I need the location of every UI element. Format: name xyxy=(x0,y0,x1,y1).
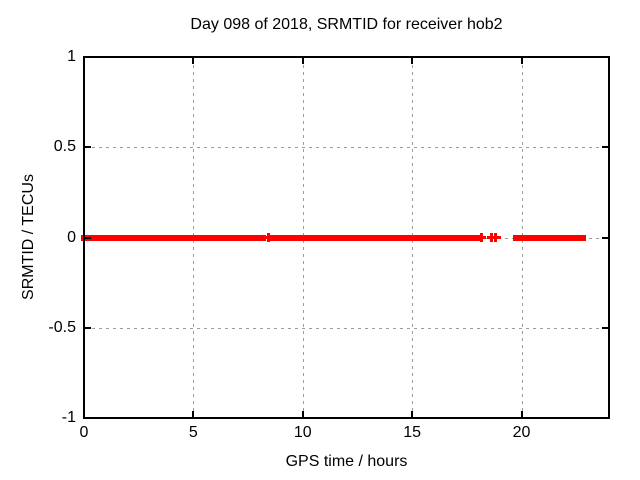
ytick-label--1: -1 xyxy=(61,409,76,426)
xtick-label-5: 5 xyxy=(188,424,198,441)
ytick-right--0.5 xyxy=(602,326,608,329)
data-segment xyxy=(545,234,562,241)
ytick-label-0.5: 0.5 xyxy=(53,138,76,156)
xtick-bottom-0 xyxy=(83,411,85,417)
xtick-top-20 xyxy=(520,58,523,64)
ytick-label--0.5: -0.5 xyxy=(48,318,76,336)
data-point-marker xyxy=(494,233,498,242)
xtick-top-10 xyxy=(301,58,304,64)
xtick-label-20: 20 xyxy=(512,424,531,441)
xtick-top-5 xyxy=(192,58,195,64)
xtick-bottom-20 xyxy=(520,411,523,417)
x-axis-label: GPS time / hours xyxy=(285,453,408,470)
ytick-left--0.5 xyxy=(85,326,91,329)
data-segment xyxy=(286,234,481,241)
data-segment xyxy=(81,234,267,241)
ytick-left-0 xyxy=(85,236,91,239)
data-point-marker xyxy=(479,233,483,242)
ytick-right-0 xyxy=(602,236,608,239)
gridline-y--0.5 xyxy=(85,327,608,329)
gridline-y-0.5 xyxy=(85,147,608,149)
data-segment xyxy=(513,234,536,241)
data-point-marker xyxy=(489,233,493,242)
data-segment xyxy=(269,234,289,241)
xtick-bottom-10 xyxy=(301,411,304,417)
xtick-label-0: 0 xyxy=(79,424,89,441)
xtick-top-15 xyxy=(411,58,414,64)
ytick-label-1: 1 xyxy=(67,48,76,65)
xtick-bottom-15 xyxy=(411,411,414,417)
chart-title: Day 098 of 2018, SRMTID for receiver hob… xyxy=(190,16,503,33)
xtick-label-10: 10 xyxy=(293,424,312,441)
ytick-right-0.5 xyxy=(602,146,608,149)
data-segment xyxy=(557,234,586,241)
ytick-label-0: 0 xyxy=(67,228,76,246)
data-point-marker xyxy=(267,233,271,242)
data-segment xyxy=(531,234,549,241)
plot-border xyxy=(83,56,610,419)
ytick-left-0.5 xyxy=(85,146,91,149)
xtick-label-15: 15 xyxy=(403,424,422,441)
xtick-bottom-5 xyxy=(192,411,195,417)
xtick-top-0 xyxy=(83,58,85,64)
